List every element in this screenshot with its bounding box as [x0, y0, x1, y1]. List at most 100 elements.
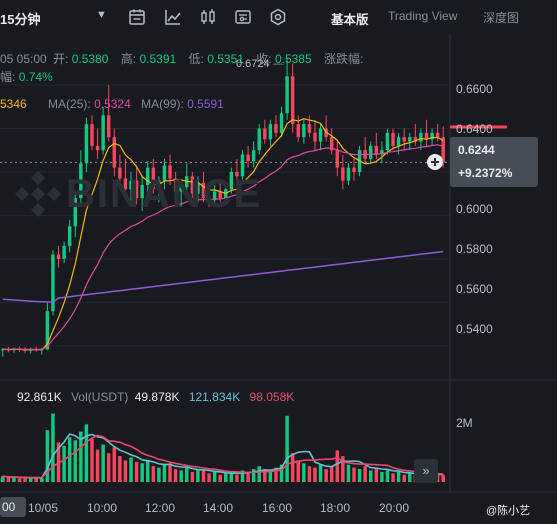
- indicator-settings-icon[interactable]: [233, 7, 253, 27]
- volume-bar: [385, 470, 390, 482]
- ma99-label: MA(99):: [141, 97, 184, 111]
- current-price-tag: 0.6244 +9.2372%: [450, 137, 538, 187]
- candle-body: [274, 124, 278, 133]
- gear-icon[interactable]: [268, 7, 288, 27]
- view-tradingview-tab[interactable]: Trading View: [388, 9, 458, 23]
- candle-body: [146, 167, 150, 185]
- candle-body: [134, 180, 139, 199]
- view-depth-tab[interactable]: 深度图: [483, 11, 520, 25]
- volume-bar: [302, 463, 306, 482]
- candle-body: [307, 124, 312, 133]
- volume-bar: [235, 474, 239, 482]
- volume-bar: [23, 477, 27, 482]
- vol-ma-b-value: 98.058K: [249, 390, 295, 404]
- volume-bar: [251, 469, 256, 482]
- time-tick: 20:00: [379, 501, 410, 515]
- volume-bar: [17, 478, 22, 482]
- chart-grid: [0, 34, 557, 493]
- candle-body: [179, 187, 183, 192]
- candle-body: [435, 132, 440, 138]
- candle-body: [419, 132, 423, 142]
- add-order-plus-icon[interactable]: [427, 154, 443, 170]
- logo-diamond: [30, 170, 46, 186]
- candle-body: [263, 128, 267, 140]
- volume-bar: [146, 460, 150, 482]
- volume-bar: [62, 446, 66, 482]
- last-price-marker: [450, 125, 507, 129]
- volume-bar: [51, 413, 55, 482]
- logo-diamond: [46, 186, 62, 202]
- candle-body: [318, 128, 323, 142]
- candlestick-icon[interactable]: [198, 7, 218, 27]
- time-tick: 10/05: [28, 501, 59, 515]
- high-price-marker-value: 0.6724: [236, 58, 270, 70]
- candle-body: [335, 150, 340, 168]
- volume-bar: [268, 471, 273, 482]
- candle-body: [302, 124, 306, 138]
- scroll-to-latest-button[interactable]: »: [414, 459, 438, 483]
- candle-time: 05 05:00: [0, 52, 47, 66]
- candle-body: [341, 167, 345, 181]
- open-label: 开:: [53, 52, 69, 66]
- watermark-logo: [14, 170, 62, 218]
- candle-body: [95, 145, 100, 151]
- volume-bar: [396, 471, 401, 482]
- candle-body: [84, 124, 89, 164]
- volume-bar: [352, 467, 356, 482]
- volume-bar: [112, 447, 117, 482]
- volume-bar: [257, 466, 261, 482]
- watermark: BINANCE: [66, 172, 263, 216]
- volume-bar: [173, 469, 178, 482]
- volume-bar: [279, 464, 284, 482]
- ma7-value: 5346: [0, 97, 27, 111]
- candle-body: [51, 254, 55, 312]
- candle-body: [190, 176, 195, 194]
- candle-body: [408, 137, 412, 142]
- volume-bar: [318, 464, 323, 482]
- volume-bar: [313, 467, 317, 482]
- volume-bar: [285, 415, 289, 482]
- candle-body: [173, 178, 178, 192]
- calendar-icon[interactable]: [127, 7, 147, 27]
- candle-body: [296, 124, 300, 138]
- candle-body: [257, 128, 261, 151]
- high-value: 0.5391: [139, 52, 177, 66]
- close-value: 0.5385: [274, 52, 312, 66]
- ma25-label: MA(25):: [48, 97, 91, 111]
- candle-body: [56, 254, 61, 259]
- volume-bar: [45, 430, 50, 482]
- line-chart-icon[interactable]: [163, 7, 183, 27]
- low-value: 0.5351: [207, 52, 244, 66]
- volume-ma-lines: [2, 432, 444, 479]
- view-basic-tab[interactable]: 基本版: [331, 13, 369, 27]
- candle-body: [162, 165, 167, 181]
- chevron-down-icon[interactable]: ▼: [96, 9, 107, 21]
- candle-body: [240, 154, 245, 177]
- volume-bar: [79, 431, 83, 482]
- volume-bar: [90, 438, 94, 482]
- volume-bar: [6, 477, 11, 482]
- candle-body: [380, 150, 384, 155]
- candle-body: [268, 124, 273, 140]
- candle-body: [140, 184, 144, 199]
- amplitude-label: 幅:: [0, 70, 16, 84]
- volume-bar: [123, 460, 128, 482]
- volume-bar: [335, 450, 340, 482]
- candle-body: [201, 182, 206, 199]
- candle-body: [90, 124, 94, 146]
- volume-bar: [408, 473, 412, 482]
- volume-bar: [40, 477, 44, 482]
- candle-body: [424, 132, 429, 140]
- candle-body: [235, 171, 239, 177]
- binance-logo-icon: [14, 170, 62, 218]
- interval-selector[interactable]: 15分钟: [0, 12, 41, 27]
- volume-bar: [207, 473, 211, 482]
- candle-body: [374, 145, 379, 155]
- candle-body: [329, 137, 334, 151]
- volume-bar: [129, 457, 133, 482]
- vol-ma-a-value: 121.834K: [188, 390, 241, 404]
- volume-bar: [157, 467, 161, 482]
- candle-body: [79, 163, 83, 199]
- volume-ma-b-line: [2, 434, 444, 479]
